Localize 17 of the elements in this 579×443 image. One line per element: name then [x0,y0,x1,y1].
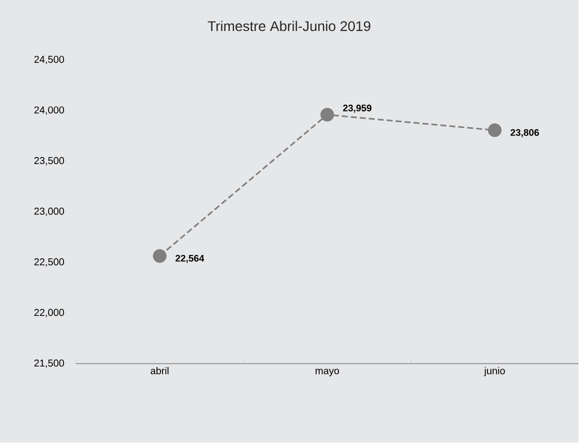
y-tick-label: 23,500 [34,157,64,166]
data-label: 23,806 [510,129,539,138]
y-tick-label: 24,000 [34,106,64,115]
point [488,124,502,138]
point [320,108,334,122]
x-tick-label: junio [484,367,505,376]
y-tick-label: 21,500 [34,360,64,368]
data-label: 22,564 [176,255,204,264]
y-tick-label: 22,000 [34,309,64,318]
y-tick-label: 22,500 [34,258,64,267]
y-tick-label: 24,500 [34,56,64,64]
chart-title: Trimestre Abril-Junio 2019 [208,21,370,32]
x-tick-label: mayo [316,369,340,376]
y-tick-label: 23,000 [34,208,64,216]
data-label: 23,959 [343,104,372,113]
point [152,249,166,263]
x-tick-label: abril [150,367,168,374]
